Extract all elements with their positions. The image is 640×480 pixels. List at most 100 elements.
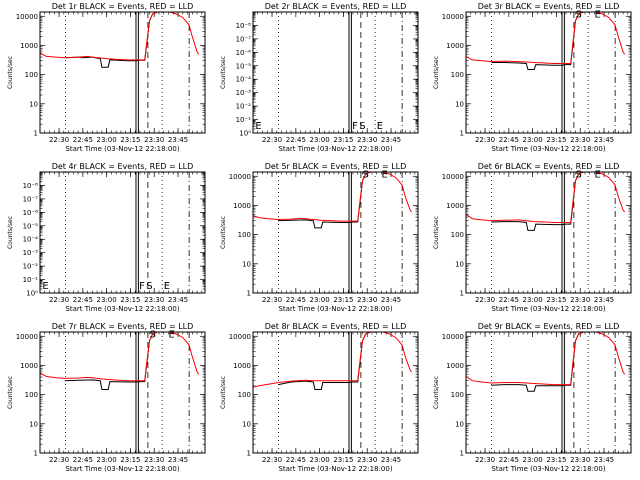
y-tick-label: 10⁻⁴	[236, 76, 252, 84]
y-tick-label: 10	[242, 260, 251, 268]
x-tick-label: 23:45	[594, 136, 614, 144]
flag-label: F	[352, 121, 358, 132]
flag-label: E	[164, 281, 170, 292]
y-tick-label: 10⁻³	[23, 249, 39, 257]
y-tick-label: 1000	[446, 362, 464, 370]
y-tick-label: 1000	[233, 202, 251, 210]
x-tick-label: 23:00	[97, 296, 117, 304]
plot-frame	[252, 11, 419, 134]
y-tick-label: 1000	[20, 362, 38, 370]
x-tick-label: 23:30	[144, 136, 164, 144]
x-tick-label: 22:45	[499, 136, 519, 144]
x-tick-label: 23:15	[333, 456, 353, 464]
x-tick-label: 23:00	[523, 136, 543, 144]
x-tick-label: 23:00	[523, 296, 543, 304]
y-tick-label: 1000	[20, 42, 38, 50]
y-axis-label: Counts/sec	[7, 376, 14, 409]
y-tick-label: 10	[455, 420, 464, 428]
x-tick-label: 22:30	[262, 296, 282, 304]
series-lld	[253, 332, 413, 388]
x-tick-label: 22:30	[475, 456, 495, 464]
x-tick-label: 23:15	[333, 296, 353, 304]
flag-label: E	[169, 330, 175, 341]
y-tick-label: 1	[460, 130, 464, 138]
y-tick-label: 100	[238, 231, 251, 239]
series-lld	[466, 332, 626, 386]
plot-frame	[252, 171, 419, 294]
y-tick-label: 10	[455, 260, 464, 268]
x-tick-label: 23:15	[546, 296, 566, 304]
panel-det-7: Det 7r BLACK = Events, RED = LLD Counts/s…	[7, 322, 206, 473]
x-tick-label: 23:45	[168, 296, 188, 304]
x-axis-label: Start Time (03-Nov-12 22:18:00)	[491, 465, 605, 473]
plot-frame	[465, 331, 632, 454]
x-tick-label: 23:30	[357, 456, 377, 464]
panel-det-1: Det 1r BLACK = Events, RED = LLD Counts/s…	[7, 2, 206, 153]
y-tick-label: 10000	[442, 13, 464, 21]
flag-label: S	[359, 121, 365, 132]
x-tick-label: 23:15	[333, 136, 353, 144]
x-tick-label: 22:45	[73, 296, 93, 304]
y-axis-label: Counts/sec	[220, 56, 227, 89]
x-tick-label: 22:45	[73, 456, 93, 464]
x-tick-label: 23:15	[546, 136, 566, 144]
x-tick-label: 23:30	[144, 296, 164, 304]
series-lld	[466, 172, 626, 223]
y-tick-label: 10⁻⁸	[23, 182, 39, 190]
y-axis-label: Counts/sec	[433, 56, 440, 89]
panel-title: Det 5r BLACK = Events, RED = LLD	[265, 162, 407, 171]
y-tick-label: 10⁻⁷	[23, 195, 39, 203]
flag-label: S	[575, 170, 581, 181]
y-tick-label: 1	[460, 290, 464, 298]
x-tick-label: 23:00	[97, 136, 117, 144]
y-tick-label: 1	[247, 450, 251, 458]
y-tick-label: 10	[455, 100, 464, 108]
x-tick-label: 23:30	[570, 456, 590, 464]
y-tick-label: 10⁻³	[236, 89, 252, 97]
y-tick-label: 10	[29, 100, 38, 108]
y-axis-label: Counts/sec	[220, 216, 227, 249]
x-axis-label: Start Time (03-Nov-12 22:18:00)	[65, 465, 179, 473]
y-tick-label: 10⁻⁷	[236, 35, 252, 43]
y-tick-label: 10⁻¹	[236, 116, 252, 124]
y-tick-label: 10000	[16, 333, 38, 341]
panel-det-3: Det 3r BLACK = Events, RED = LLD Counts/s…	[433, 2, 632, 153]
series-events	[65, 332, 167, 390]
y-tick-label: 100	[451, 71, 464, 79]
y-tick-label: 1000	[446, 202, 464, 210]
y-tick-label: 10	[29, 420, 38, 428]
x-tick-label: 23:15	[546, 456, 566, 464]
series-lld	[40, 332, 200, 382]
x-tick-label: 23:30	[357, 136, 377, 144]
x-tick-label: 23:45	[381, 456, 401, 464]
x-tick-label: 23:30	[570, 296, 590, 304]
series-lld	[40, 12, 200, 61]
x-tick-label: 23:45	[168, 136, 188, 144]
y-tick-label: 100	[238, 391, 251, 399]
series-lld	[466, 12, 626, 64]
y-tick-label: 10⁰	[239, 130, 251, 138]
y-axis-label: Counts/sec	[433, 216, 440, 249]
x-tick-label: 23:45	[594, 296, 614, 304]
x-axis-label: Start Time (03-Nov-12 22:18:00)	[491, 305, 605, 313]
y-tick-label: 10⁻⁴	[23, 236, 39, 244]
y-tick-label: 1	[34, 450, 38, 458]
plot-frame	[39, 11, 206, 134]
y-tick-label: 10000	[229, 333, 251, 341]
x-tick-label: 23:00	[310, 136, 330, 144]
x-tick-label: 22:30	[49, 136, 69, 144]
x-tick-label: 23:15	[120, 296, 140, 304]
y-tick-label: 10⁻⁸	[236, 22, 252, 30]
x-tick-label: 22:45	[286, 296, 306, 304]
x-tick-label: 22:45	[286, 136, 306, 144]
flag-label: S	[575, 10, 581, 21]
y-tick-label: 10⁻⁶	[236, 49, 252, 57]
y-tick-label: 100	[451, 391, 464, 399]
x-axis-label: Start Time (03-Nov-12 22:18:00)	[65, 305, 179, 313]
x-tick-label: 23:00	[97, 456, 117, 464]
x-tick-label: 23:15	[120, 136, 140, 144]
x-tick-label: 22:30	[49, 456, 69, 464]
flag-label: F	[139, 281, 145, 292]
y-tick-label: 100	[451, 231, 464, 239]
y-axis-label: Counts/sec	[433, 376, 440, 409]
